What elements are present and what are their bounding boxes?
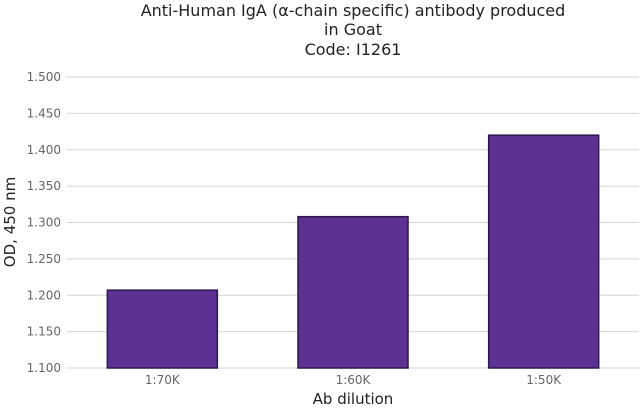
x-axis-ticks: 1:70K 1:60K 1:50K <box>145 373 562 387</box>
bar <box>297 215 409 369</box>
bars <box>106 134 600 369</box>
y-tick-label: 1.350 <box>27 179 61 193</box>
chart-title: Anti-Human IgA (α-chain specific) antibo… <box>141 1 566 59</box>
x-tick-label: 1:60K <box>336 373 372 387</box>
y-tick-label: 1.500 <box>27 70 61 84</box>
y-tick-label: 1.250 <box>27 252 61 266</box>
bar <box>487 134 600 369</box>
y-axis-title: OD, 450 nm <box>1 177 19 267</box>
x-tick-label: 1:50K <box>526 373 562 387</box>
y-tick-label: 1.100 <box>27 361 61 375</box>
bar <box>106 289 219 369</box>
y-axis-ticks: 1.100 1.150 1.200 1.250 1.300 1.350 1.400 1.450… <box>27 70 61 375</box>
chart-title-line-1: Anti-Human IgA (α-chain specific) antibo… <box>141 1 566 20</box>
chart-title-line-3: Code: I1261 <box>305 40 402 59</box>
x-axis-title: Ab dilution <box>313 390 394 408</box>
y-tick-label: 1.200 <box>27 288 61 302</box>
y-tick-label: 1.150 <box>27 325 61 339</box>
chart-title-line-2: in Goat <box>324 20 382 39</box>
x-tick-label: 1:70K <box>145 373 181 387</box>
y-tick-label: 1.400 <box>27 143 61 157</box>
y-tick-label: 1.450 <box>27 106 61 120</box>
y-tick-label: 1.300 <box>27 216 61 230</box>
